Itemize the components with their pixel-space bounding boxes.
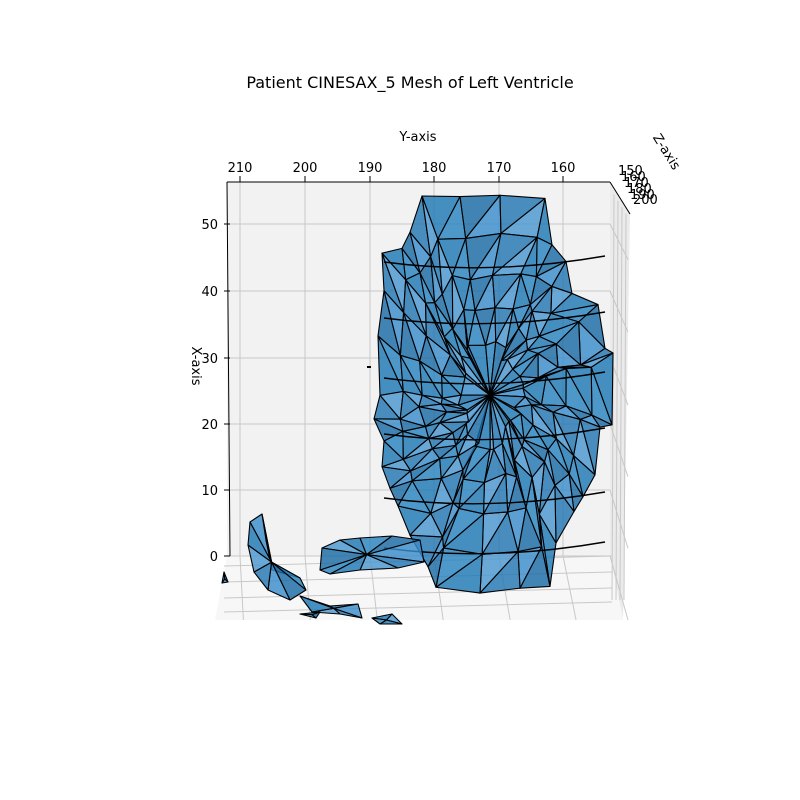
z-tick-label: 160	[621, 170, 646, 185]
y-tick-label: 200	[293, 161, 318, 176]
x-tick-label: 0	[210, 550, 218, 565]
x-tick-label: 20	[201, 418, 218, 433]
grid-line	[619, 207, 623, 601]
mesh-face	[247, 521, 273, 563]
grid-line	[562, 555, 577, 621]
mesh-contour	[383, 491, 606, 505]
z-tick-label: 180	[627, 182, 652, 197]
mesh-contour	[383, 371, 606, 385]
mesh-face	[319, 547, 368, 571]
x-tick-label: 30	[201, 352, 218, 367]
z-axis-line	[609, 181, 631, 215]
grid-line	[623, 213, 627, 601]
grid-line	[611, 194, 615, 601]
y-tick-label: 180	[422, 161, 447, 176]
grid-line	[615, 200, 619, 601]
x-axis-label: X-axis	[188, 347, 203, 386]
grid-line	[223, 601, 613, 613]
mesh-contour	[383, 427, 606, 441]
y-axis-label: Y-axis	[398, 130, 436, 145]
mesh-face	[466, 344, 491, 396]
grid-line	[609, 223, 629, 260]
mesh-face	[299, 613, 317, 619]
y-tick-label: 190	[358, 161, 383, 176]
mesh-face	[221, 571, 226, 584]
z-tick-label: 200	[633, 193, 658, 208]
x-tick-labels: 0 10 20 30 40 50	[201, 218, 230, 565]
chart-title: Patient CINESAX_5 Mesh of Left Ventricle	[246, 73, 573, 93]
x-tick-label: 10	[201, 484, 218, 499]
y-tick-label: 160	[551, 161, 576, 176]
x-axis-line	[226, 181, 231, 557]
z-tick-label: 170	[624, 176, 649, 191]
grid-line	[609, 489, 629, 549]
z-axis-label: Z-axis	[649, 131, 683, 173]
right-pane	[610, 182, 630, 620]
y-tick-label: 170	[487, 161, 512, 176]
mesh-contour	[383, 255, 606, 269]
z-tick-label: 190	[630, 188, 655, 203]
y-tick-labels: 210 200 190 180 170 160	[228, 161, 576, 182]
y-tick-label: 210	[228, 161, 253, 176]
x-tick-label: 40	[201, 285, 218, 300]
x-tick-label: 50	[201, 218, 218, 233]
mesh-face	[299, 595, 335, 613]
grid-line	[239, 555, 244, 621]
z-tick-label: 150	[618, 164, 643, 179]
ventricle-mesh	[221, 194, 614, 625]
mesh-face	[371, 617, 388, 625]
grid-line	[609, 555, 629, 621]
mesh-contour	[383, 311, 606, 325]
